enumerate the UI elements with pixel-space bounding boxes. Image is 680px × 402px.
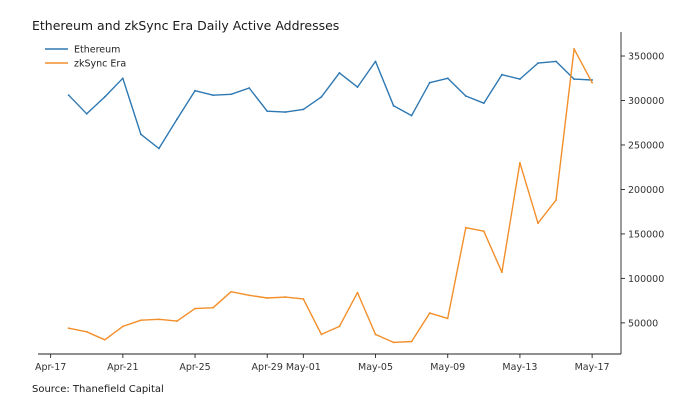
ethereum-data-point [176,118,178,121]
axes: Apr-17 Apr-21 Apr-25 Apr-29 May-01 May-05 May-… [35,32,664,373]
y-tick-label: 200000 [628,185,664,196]
zksync-era-data-point [176,320,178,322]
ethereum-data-point [428,81,431,84]
ethereum-legend-label: Ethereum [74,45,120,56]
zksync-era-data-point [374,333,377,336]
ethereum-data-point [573,78,575,81]
ethereum-data-point [158,147,160,150]
ethereum-data-point [537,62,539,65]
zksync-era-data-point [428,312,431,314]
zksync-era-data-point [85,330,88,333]
zksync-era-data-point [121,325,124,328]
zksync-era-data-point [591,81,594,84]
zksync-era-data-point [519,161,521,164]
ethereum-data-point [500,73,503,76]
ethereum-data-point [338,72,341,74]
ethereum-data-point [230,93,233,96]
zksync-era-data-point [158,318,160,321]
zksync-era-data-point [266,297,269,299]
zksync-era-data-point [338,325,341,328]
source-note: Source: Thanefield Capital [32,384,164,395]
y-tick-label: 350000 [628,52,664,63]
ethereum-series-line [68,60,593,150]
x-tick-label: Apr-25 [179,362,210,373]
ethereum-data-point [374,60,377,63]
zksync-era-data-point [139,319,142,322]
ethereum-data-point [519,78,521,81]
ethereum-data-point [302,108,305,111]
zksync-era-series-line [68,48,593,344]
ethereum-data-point [121,77,124,80]
zksync-era-legend-label: zkSync Era [74,59,126,70]
ethereum-data-point [194,89,196,92]
zksync-era-data-point [356,291,359,294]
y-tick-label: 50000 [628,318,658,329]
zksync-era-data-point [573,48,575,50]
zksync-era-data-point [194,307,196,310]
x-tick-label: May-05 [358,362,393,373]
ethereum-data-point [356,86,359,89]
x-tick-label: May-13 [502,362,537,373]
ethereum-data-point [446,77,449,80]
chart-title: Ethereum and zkSync Era Daily Active Add… [32,18,340,33]
zksync-era-data-point [482,230,485,233]
zksync-era-data-point [212,306,214,309]
ethereum-data-point [266,110,269,113]
zksync-era-data-point [103,338,106,341]
ethereum-data-point [85,112,88,115]
ethereum-data-point [410,114,413,117]
x-tick-label: Apr-29 [252,362,283,373]
x-tick-label: May-01 [286,362,321,373]
x-tick-label: May-09 [430,362,465,373]
zksync-era-data-point [230,290,233,293]
y-tick-label: 300000 [628,96,664,107]
x-tick-label: May-17 [575,362,610,373]
ethereum-data-point [320,96,323,98]
zksync-era-data-point [302,297,305,300]
zksync-era-data-point [555,199,557,202]
zksync-era-data-point [320,333,323,336]
x-tick-label: Apr-17 [35,362,66,373]
ethereum-data-point [555,60,557,63]
ethereum-data-point [482,102,485,105]
series-lines [67,48,594,344]
zksync-era-data-point [284,296,287,298]
zksync-era-data-point [248,294,251,297]
zksync-era-data-point [67,327,70,330]
y-tick-label: 100000 [628,274,664,285]
zksync-era-data-point [410,340,413,343]
ethereum-data-point [103,96,106,98]
zksync-era-data-point [537,222,539,225]
ethereum-data-point [212,94,214,97]
ethereum-data-point [139,133,142,136]
zksync-era-data-point [446,317,449,320]
zksync-era-data-point [392,341,395,344]
legend: Ethereum zkSync Era [45,45,126,70]
ethereum-data-point [67,94,70,97]
zksync-era-data-point [464,226,467,229]
ethereum-data-point [284,111,287,113]
y-tick-label: 150000 [628,229,664,240]
x-tick-label: Apr-21 [107,362,138,373]
ethereum-data-point [464,95,467,97]
zksync-era-data-point [500,271,503,274]
y-tick-label: 250000 [628,140,664,151]
ethereum-data-point [392,104,395,107]
ethereum-data-point [248,87,251,89]
